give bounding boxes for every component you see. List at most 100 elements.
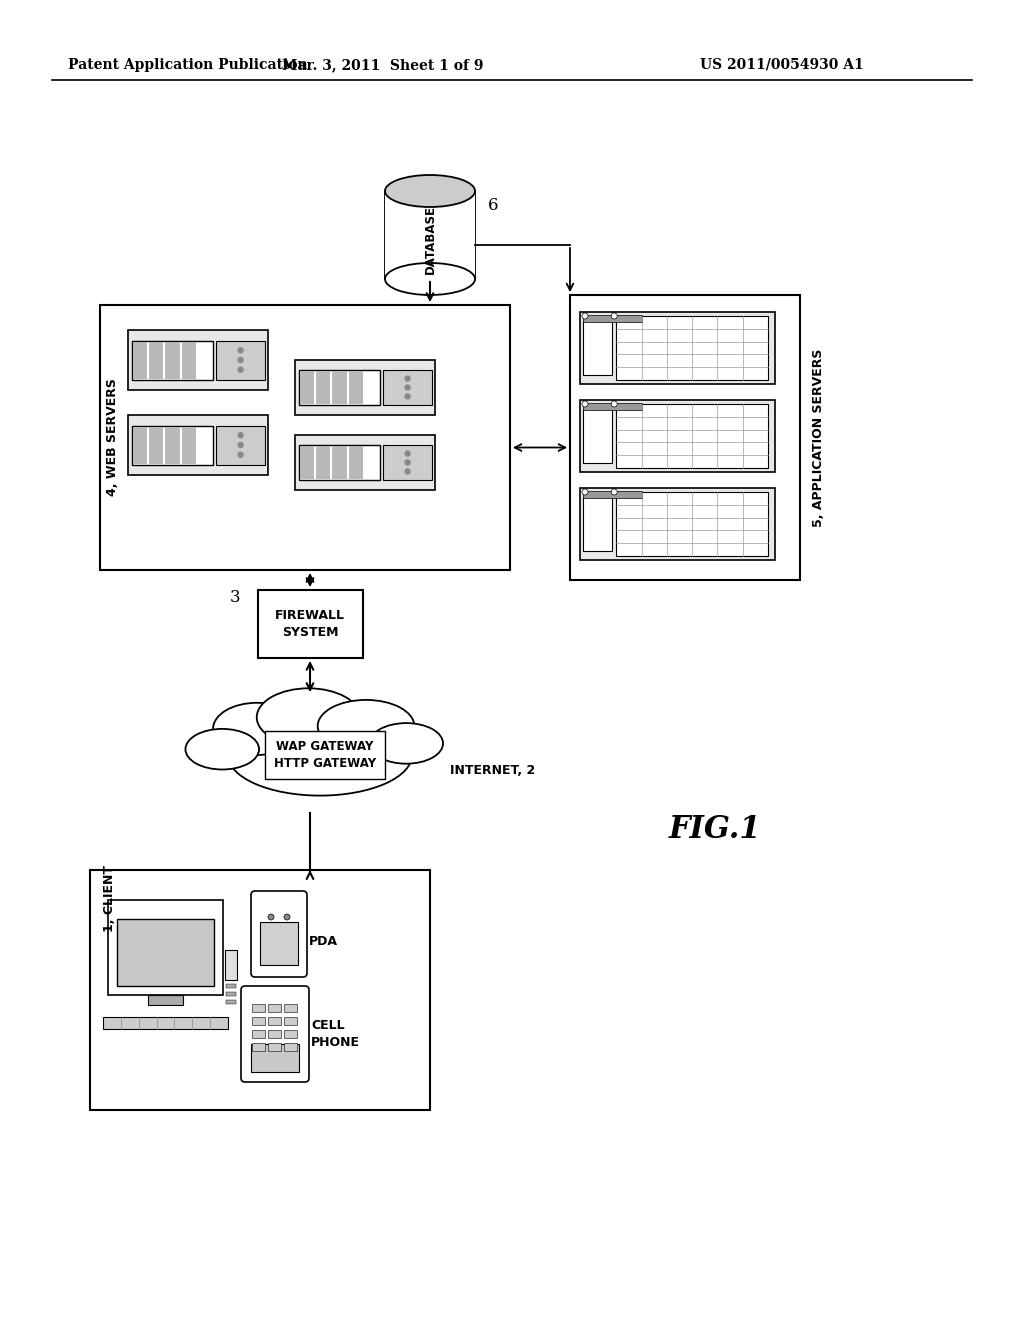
Bar <box>181 426 196 463</box>
Bar <box>148 995 182 1005</box>
Bar <box>216 425 265 465</box>
Bar <box>150 342 164 379</box>
Bar <box>260 923 298 965</box>
Ellipse shape <box>257 688 360 746</box>
Bar <box>299 370 380 405</box>
Bar <box>265 731 385 779</box>
Bar <box>383 445 432 480</box>
Bar <box>268 1043 281 1051</box>
Bar <box>580 312 775 384</box>
Circle shape <box>406 459 410 465</box>
Bar <box>616 492 768 556</box>
Ellipse shape <box>317 700 415 752</box>
Circle shape <box>239 433 243 438</box>
Circle shape <box>239 442 243 447</box>
Text: DATABASE: DATABASE <box>424 206 436 275</box>
Bar <box>583 496 612 550</box>
Ellipse shape <box>385 263 475 294</box>
Bar <box>383 370 432 405</box>
Circle shape <box>582 401 588 407</box>
Circle shape <box>611 401 617 407</box>
Text: US 2011/0054930 A1: US 2011/0054930 A1 <box>700 58 864 73</box>
Bar <box>316 371 331 404</box>
Circle shape <box>239 347 243 352</box>
Circle shape <box>239 358 243 363</box>
Circle shape <box>406 469 410 474</box>
Ellipse shape <box>185 729 259 770</box>
Bar <box>580 488 775 560</box>
Text: PDA: PDA <box>309 936 338 948</box>
Bar <box>103 1016 228 1030</box>
Bar <box>132 425 213 465</box>
Bar <box>295 360 435 414</box>
Text: CELL
PHONE: CELL PHONE <box>311 1019 360 1049</box>
Circle shape <box>284 913 290 920</box>
Bar <box>100 305 510 570</box>
Bar <box>583 409 612 462</box>
Bar <box>295 436 435 490</box>
Text: Patent Application Publication: Patent Application Publication <box>68 58 307 73</box>
Bar <box>349 446 362 479</box>
Bar <box>333 446 347 479</box>
Text: HTTP GATEWAY: HTTP GATEWAY <box>274 758 376 770</box>
Bar <box>300 446 314 479</box>
Bar <box>252 1030 265 1038</box>
Circle shape <box>239 453 243 457</box>
Bar <box>251 1044 299 1072</box>
Bar <box>333 371 347 404</box>
Bar <box>225 950 237 979</box>
Bar <box>108 900 223 995</box>
Bar <box>252 1005 265 1012</box>
Bar <box>284 1016 297 1026</box>
Circle shape <box>611 313 617 319</box>
Circle shape <box>406 393 410 399</box>
Bar <box>316 446 331 479</box>
Bar <box>268 1016 281 1026</box>
Circle shape <box>582 313 588 319</box>
Bar <box>583 315 641 322</box>
Ellipse shape <box>213 702 300 755</box>
Bar <box>616 404 768 469</box>
Ellipse shape <box>228 714 412 796</box>
Text: FIG.1: FIG.1 <box>669 814 761 846</box>
Circle shape <box>406 376 410 381</box>
Bar <box>132 341 213 380</box>
Circle shape <box>611 488 617 495</box>
Bar <box>583 491 641 498</box>
Bar <box>133 342 147 379</box>
Circle shape <box>268 913 274 920</box>
Text: 3: 3 <box>230 590 241 606</box>
Text: 4, WEB SERVERS: 4, WEB SERVERS <box>106 379 120 496</box>
Bar <box>385 191 475 279</box>
Bar <box>216 341 265 380</box>
Text: 6: 6 <box>488 197 499 214</box>
FancyBboxPatch shape <box>251 891 307 977</box>
Ellipse shape <box>385 176 475 207</box>
Bar <box>226 1001 236 1005</box>
Text: INTERNET, 2: INTERNET, 2 <box>450 763 536 776</box>
Bar <box>128 414 268 475</box>
Bar <box>583 321 612 375</box>
Bar <box>252 1043 265 1051</box>
Bar <box>268 1030 281 1038</box>
Bar <box>583 403 641 411</box>
Bar <box>349 371 362 404</box>
Ellipse shape <box>370 723 443 764</box>
Bar <box>166 342 180 379</box>
FancyBboxPatch shape <box>241 986 309 1082</box>
Circle shape <box>406 451 410 457</box>
Bar <box>128 330 268 389</box>
Text: WAP GATEWAY: WAP GATEWAY <box>276 739 374 752</box>
Circle shape <box>406 385 410 389</box>
Bar <box>300 371 314 404</box>
Bar <box>90 870 430 1110</box>
Bar <box>133 426 147 463</box>
Bar <box>616 315 768 380</box>
Bar <box>226 983 236 987</box>
Bar <box>117 919 214 986</box>
Bar <box>299 445 380 480</box>
Bar <box>150 426 164 463</box>
Bar <box>268 1005 281 1012</box>
Bar <box>252 1016 265 1026</box>
Bar <box>257 590 362 657</box>
